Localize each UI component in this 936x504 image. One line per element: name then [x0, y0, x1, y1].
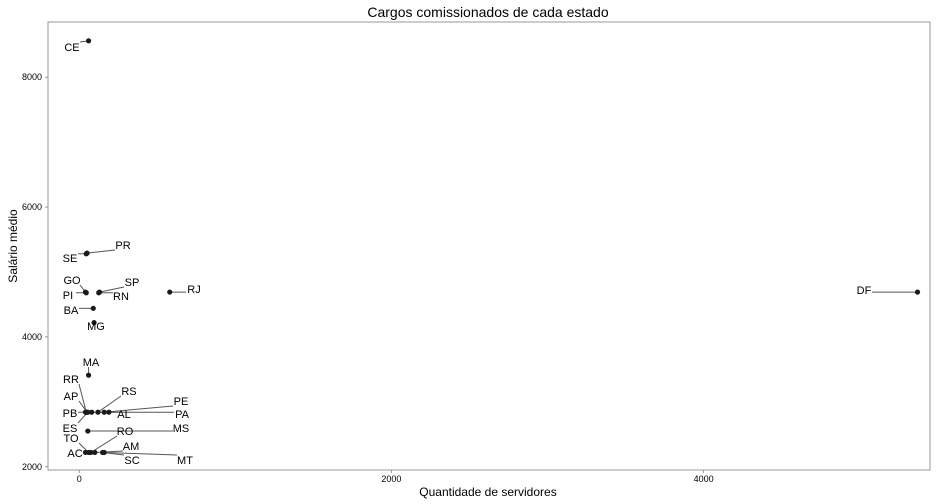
point-label-rn: RN: [113, 291, 129, 303]
x-tick-label: 0: [77, 474, 82, 484]
point-label-ms: MS: [173, 423, 190, 435]
point-label-rs: RS: [121, 386, 136, 398]
x-axis-title: Quantidade de servidores: [419, 485, 556, 499]
point-label-am: AM: [123, 441, 140, 453]
data-point-ms: [85, 428, 90, 433]
point-label-mt: MT: [177, 455, 193, 467]
y-tick-label: 8000: [22, 72, 42, 82]
point-label-pa: PA: [175, 409, 190, 421]
point-label-se: SE: [63, 253, 78, 265]
data-point-ac: [83, 450, 88, 455]
point-label-pr: PR: [115, 240, 130, 252]
data-point-rs: [95, 410, 100, 415]
point-label-ap: AP: [64, 391, 79, 403]
point-label-sp: SP: [125, 277, 140, 289]
point-label-ma: MA: [83, 357, 100, 369]
point-label-ce: CE: [64, 42, 79, 54]
data-point-ba: [91, 306, 96, 311]
point-label-to: TO: [63, 433, 79, 445]
point-label-al: AL: [117, 409, 130, 421]
data-point-am: [92, 450, 97, 455]
data-point-rj: [167, 289, 172, 294]
point-label-ac: AC: [67, 448, 82, 460]
data-point-df: [915, 289, 920, 294]
data-point-es: [85, 410, 90, 415]
point-label-df: DF: [857, 285, 872, 297]
point-label-ba: BA: [64, 305, 79, 317]
point-label-go: GO: [63, 275, 81, 287]
data-point-rn: [96, 290, 101, 295]
point-label-mg: MG: [87, 321, 105, 333]
point-label-ro: RO: [117, 426, 134, 438]
data-point-pi: [84, 290, 89, 295]
y-tick-label: 4000: [22, 332, 42, 342]
point-label-pi: PI: [63, 290, 73, 302]
x-tick-label: 2000: [381, 474, 401, 484]
data-point-ce: [86, 38, 91, 43]
data-point-se: [84, 251, 89, 256]
y-axis-title: Salário médio: [6, 209, 20, 283]
data-point-ma: [86, 373, 91, 378]
y-tick-label: 6000: [22, 202, 42, 212]
y-tick-label: 2000: [22, 462, 42, 472]
point-label-sc: SC: [124, 455, 139, 467]
x-tick-label: 4000: [694, 474, 714, 484]
data-point-pa: [106, 410, 111, 415]
point-label-rj: RJ: [187, 284, 200, 296]
data-point-pe: [102, 410, 107, 415]
data-point-mt: [102, 450, 107, 455]
chart-title: Cargos comissionados de cada estado: [367, 4, 608, 20]
point-label-pe: PE: [174, 396, 189, 408]
point-label-rr: RR: [63, 374, 79, 386]
point-label-pb: PB: [63, 408, 78, 420]
